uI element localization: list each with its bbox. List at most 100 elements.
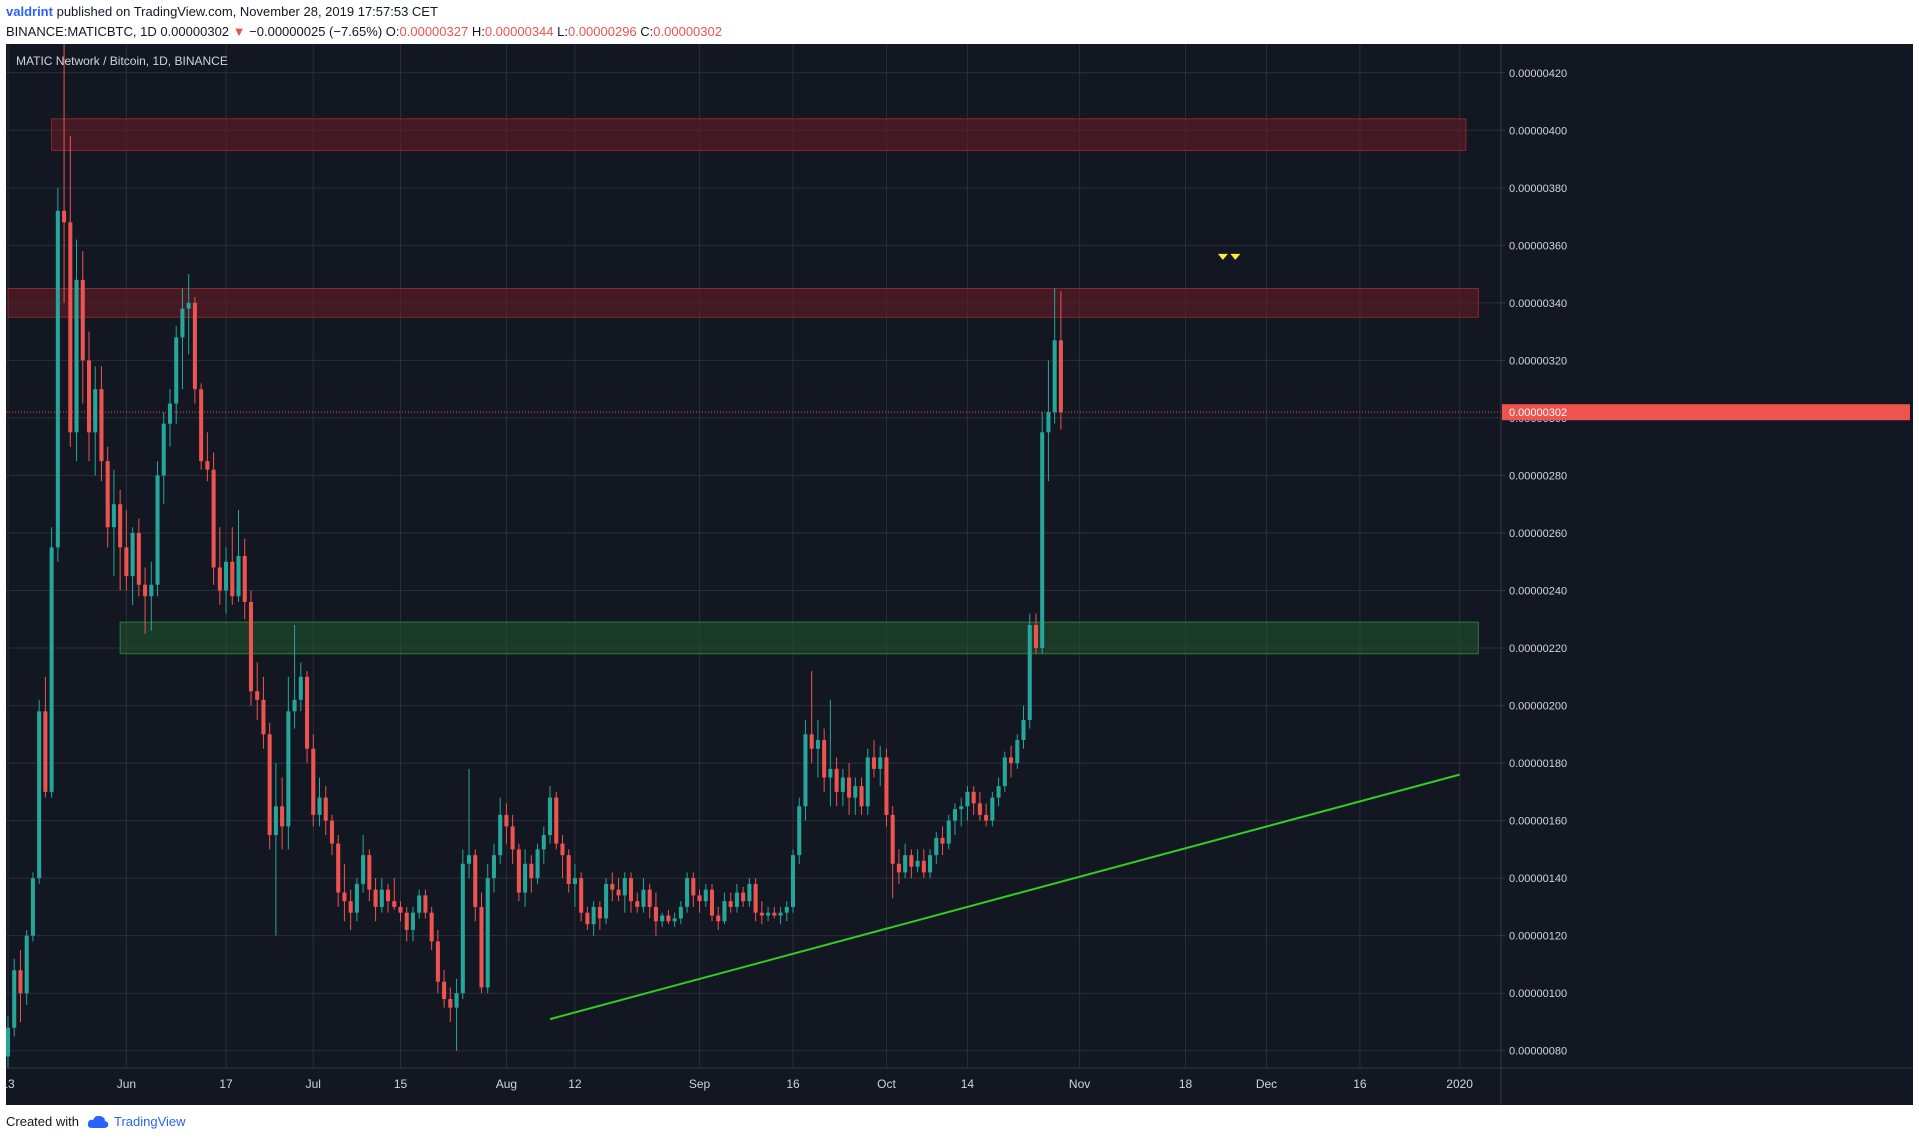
- candle-body: [865, 757, 870, 807]
- chart-panel[interactable]: 0.00000080 0.00000100 0.00000120 0.00000140…: [6, 44, 1913, 1105]
- candle-body: [971, 791, 976, 804]
- candle-body: [591, 906, 596, 925]
- close-value: 0.00000302: [653, 24, 722, 39]
- candle-body: [585, 912, 590, 925]
- candle-body: [361, 855, 366, 884]
- candle-body: [454, 993, 459, 1008]
- candle-body: [230, 561, 235, 597]
- candle-body: [984, 814, 989, 821]
- price-tick-label: 0.00000340: [1509, 298, 1567, 310]
- open-label: O:: [385, 24, 400, 39]
- candle-body: [336, 843, 341, 893]
- time-tick-label: 16: [1353, 1077, 1367, 1091]
- candle-body: [815, 740, 820, 749]
- candle-body: [772, 912, 777, 916]
- candle-body: [161, 423, 166, 476]
- candle-body: [940, 837, 945, 844]
- candle-body: [354, 883, 359, 913]
- candle-body: [242, 556, 247, 603]
- sell-signal-marker: [1217, 253, 1228, 260]
- candle-body: [790, 855, 796, 907]
- candle-body: [286, 711, 291, 827]
- price-tick-label: 0.00000280: [1509, 470, 1567, 482]
- candle-body: [342, 892, 347, 902]
- candle-body: [678, 906, 683, 919]
- author-link[interactable]: valdrint: [6, 4, 53, 19]
- price-tick-label: 0.00000420: [1509, 68, 1567, 80]
- candle-body: [566, 855, 571, 884]
- candle-body: [952, 809, 958, 821]
- candle-body: [105, 461, 110, 528]
- candle-body: [18, 970, 23, 994]
- candle-body: [62, 210, 67, 223]
- candle-body: [1040, 432, 1045, 649]
- candle-body: [429, 912, 434, 942]
- candle-body: [143, 584, 148, 597]
- resistance-zone: [51, 118, 1467, 151]
- candlestick-chart[interactable]: 0.00000080 0.00000100 0.00000120 0.00000140…: [6, 44, 1913, 1105]
- candle-body: [722, 901, 727, 922]
- candle-body: [703, 889, 708, 902]
- candle-body: [859, 786, 864, 807]
- price-tick-label: 0.00000220: [1509, 643, 1567, 655]
- price-tick-label: 0.00000140: [1509, 873, 1567, 885]
- change-down-icon: ▼: [232, 24, 246, 39]
- candle-body: [236, 556, 241, 597]
- current-price-badge: [1502, 404, 1910, 421]
- candle-body: [292, 699, 297, 712]
- candle-body: [392, 901, 397, 907]
- candle-body: [890, 814, 895, 864]
- candle-body: [928, 855, 933, 873]
- tradingview-brand-link[interactable]: TradingView: [114, 1114, 186, 1129]
- chart-header: valdrint published on TradingView.com, N…: [6, 4, 1906, 42]
- candle-body: [541, 835, 546, 850]
- candle-body: [442, 981, 447, 999]
- resistance-zone: [7, 287, 1479, 318]
- candle-body: [604, 883, 609, 919]
- candle-body: [828, 768, 833, 778]
- candle-body: [728, 901, 733, 907]
- price-tick-label: 0.00000200: [1509, 701, 1567, 713]
- trendline: [549, 773, 1460, 1021]
- time-tick-label: Dec: [1256, 1077, 1277, 1091]
- publish-info: valdrint published on TradingView.com, N…: [6, 4, 438, 19]
- candle-body: [628, 878, 634, 902]
- candle-body: [759, 912, 764, 916]
- candle-body: [99, 389, 104, 462]
- candle-body: [878, 757, 883, 769]
- candle-body: [323, 797, 328, 821]
- candle-body: [597, 906, 602, 919]
- low-value: 0.00000296: [567, 24, 637, 39]
- candle-body: [1002, 757, 1007, 787]
- price-tick-label: 0.00000260: [1509, 528, 1567, 540]
- candle-body: [404, 912, 409, 930]
- candle-body: [192, 302, 197, 390]
- candle-body: [205, 461, 210, 470]
- time-tick-label: 17: [219, 1077, 233, 1091]
- candle-body: [460, 863, 465, 994]
- candle-body: [155, 475, 160, 585]
- candle-body: [847, 777, 852, 798]
- candle-body: [903, 855, 908, 873]
- candle-body: [535, 849, 540, 879]
- candle-body: [635, 901, 640, 907]
- candle-body: [130, 532, 135, 577]
- time-tick-label: Nov: [1069, 1077, 1090, 1091]
- candle-body: [959, 806, 964, 810]
- candle-body: [504, 814, 509, 827]
- close-label: C:: [640, 24, 654, 39]
- candle-body: [1058, 340, 1063, 413]
- candle-body: [934, 837, 939, 856]
- time-tick-label: 14: [961, 1077, 975, 1091]
- candle-body: [467, 855, 472, 864]
- candle-body: [672, 918, 677, 922]
- candle-body: [747, 883, 752, 902]
- candle-body: [709, 889, 715, 916]
- candle-body: [305, 676, 310, 749]
- candle-body: [1021, 719, 1026, 741]
- candle-body: [136, 532, 141, 585]
- candle-body: [915, 860, 920, 867]
- published-text: published on TradingView.com, November 2…: [56, 4, 438, 19]
- time-tick-label: Jun: [117, 1077, 136, 1091]
- candle-body: [298, 676, 303, 700]
